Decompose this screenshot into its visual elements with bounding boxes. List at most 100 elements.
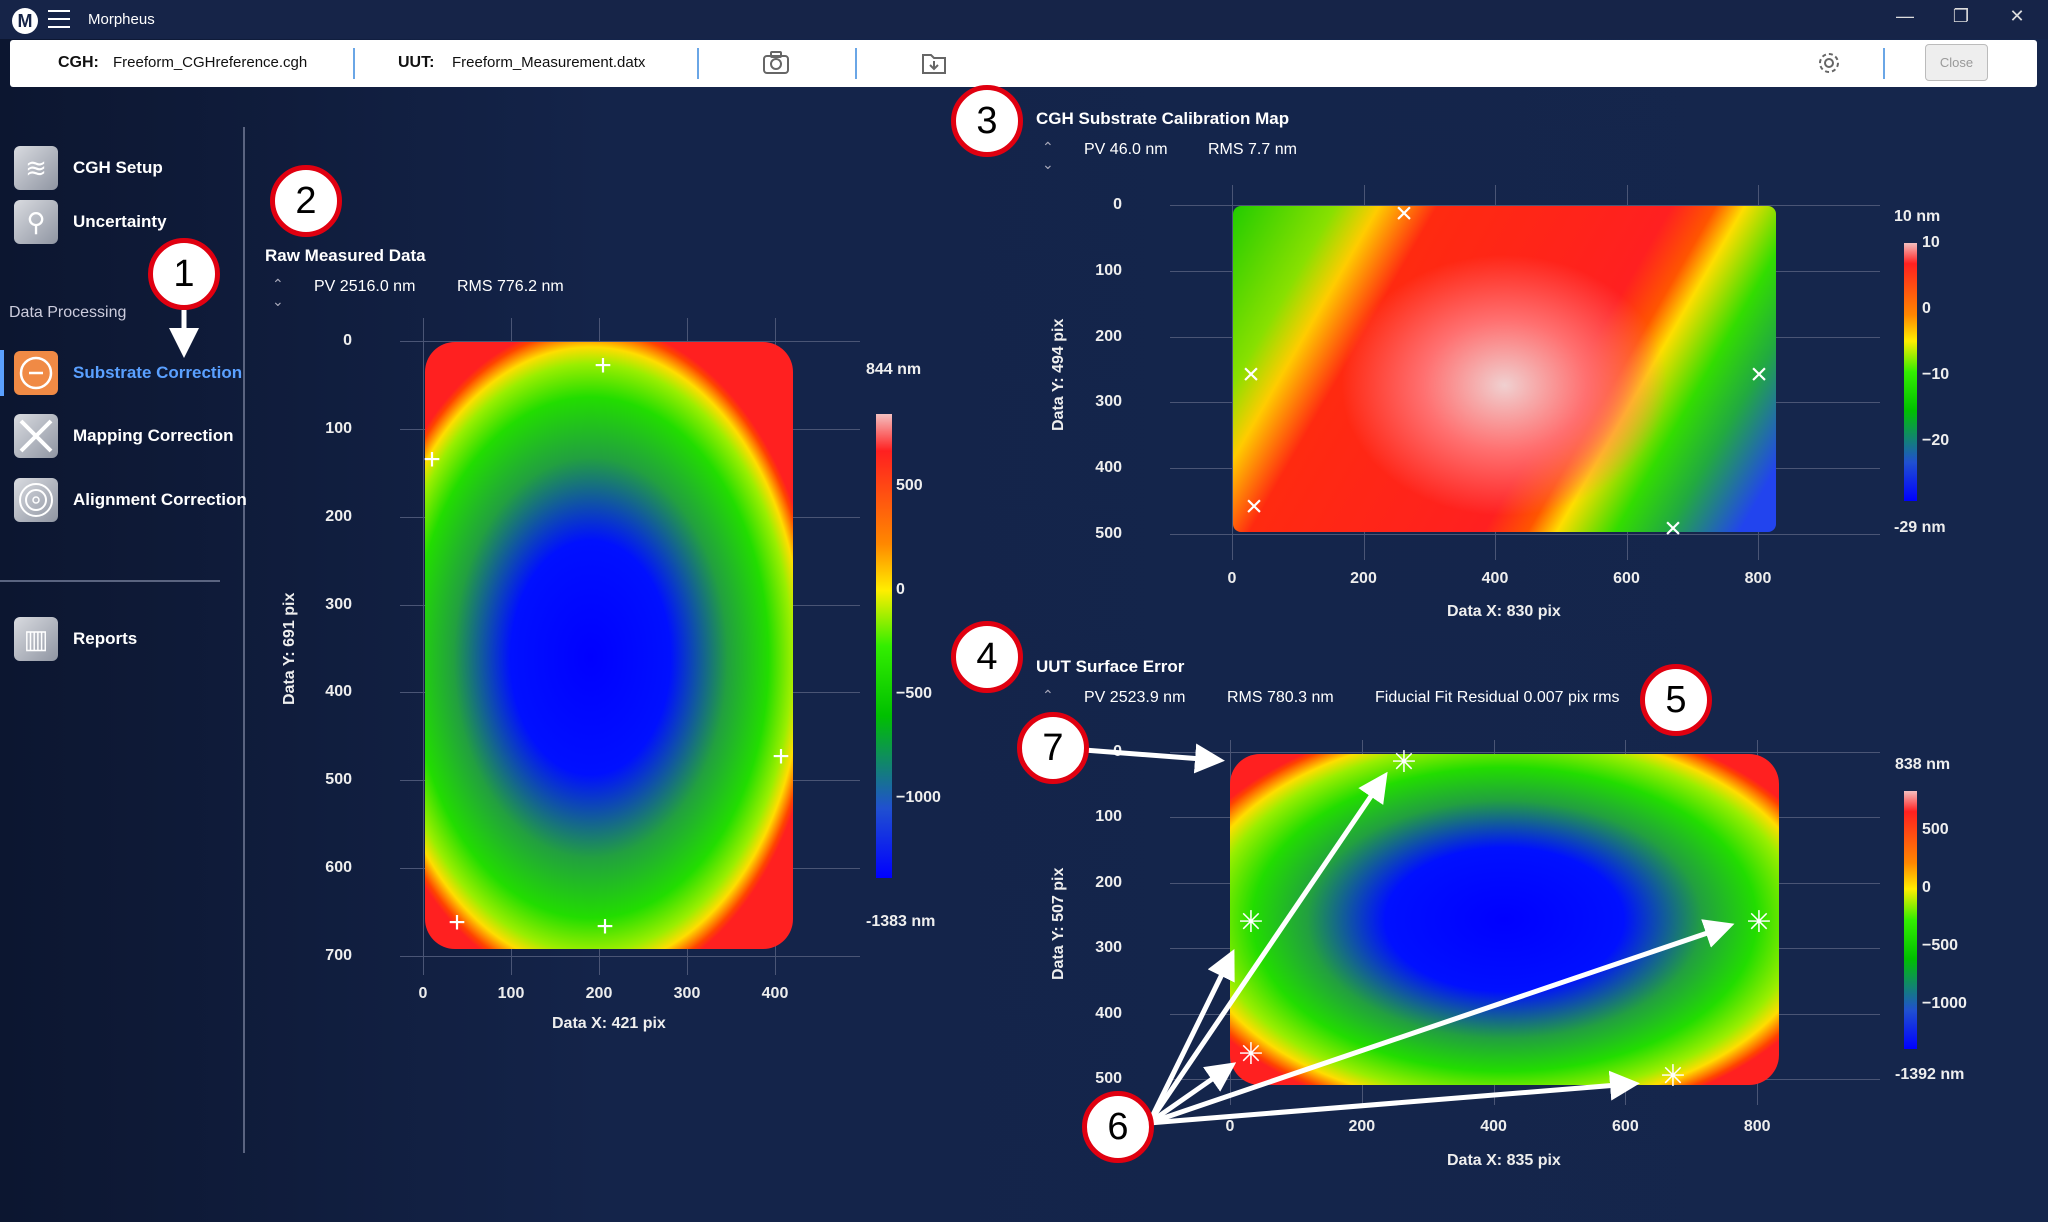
x-tick-label: 0 [1227,570,1237,587]
hamburger-menu-icon[interactable] [48,10,70,28]
fiducial-marker: ✳ [1660,1060,1686,1093]
y-tick-label: 200 [1095,327,1122,345]
colorbar-tick-label: −1000 [1922,994,1967,1012]
fiducial-marker: × [1750,358,1768,391]
uut-label: UUT: [398,54,435,71]
gear-icon[interactable] [1815,50,1843,76]
uut-colorbar-max: 838 nm [1895,756,1951,773]
x-tick-label: 200 [1348,1118,1376,1135]
uut-rms: RMS 780.3 nm [1227,689,1334,706]
x-tick-label: 600 [1612,1118,1639,1135]
close-button[interactable]: Close [1925,44,1988,81]
y-tick-label: 500 [325,771,352,789]
colorbar-tick-label: 500 [1922,821,1949,839]
cgh-colorbar-min: -29 nm [1894,519,1946,536]
sidebar-item-uncertainty[interactable]: ⚲ Uncertainty [14,199,167,245]
expand-collapse-icon[interactable]: ⌃⌄ [272,276,284,309]
cgh-label: CGH: [58,54,99,71]
raw-data-title: Raw Measured Data [265,246,426,265]
fiducial-marker: × [1395,197,1413,230]
restore-button[interactable]: ❐ [1952,6,1970,26]
cgh-pv: PV 46.0 nm [1084,141,1168,158]
y-tick-label: 100 [325,419,352,437]
fiducial-marker: + [772,740,790,773]
y-tick-label: 200 [1095,873,1122,891]
uut-error-title: UUT Surface Error [1036,657,1185,676]
annotation-5: 5 [1640,664,1712,736]
grid-line-h [400,956,860,958]
sidebar-item-mapping-correction[interactable]: Mapping Correction [14,413,234,459]
expand-collapse-icon[interactable]: ⌃⌄ [1042,139,1054,172]
sidebar-item-label: Alignment Correction [73,490,247,509]
x-tick-label: 200 [585,985,613,1002]
x-tick-label: 200 [1350,570,1377,587]
cgh-x-label: Data X: 830 pix [1447,603,1561,620]
uut-x-label: Data X: 835 pix [1447,1152,1561,1169]
y-tick-label: 400 [1095,459,1122,477]
camera-icon[interactable] [762,50,790,76]
uut-file[interactable]: Freeform_Measurement.datx [452,54,646,71]
sidebar-item-label: Reports [73,629,138,648]
cross-arrows-icon [14,414,58,458]
sidebar-separator [0,580,220,582]
grid-line-h [1170,205,1880,206]
app-logo: M [12,8,38,34]
y-tick-label: 400 [325,683,352,701]
fiducial-marker: + [594,349,612,382]
grid-line-h [1170,534,1880,535]
folder-download-icon[interactable] [920,50,948,76]
cgh-colorbar [1904,243,1917,501]
cgh-rms: RMS 7.7 nm [1208,141,1297,158]
y-tick-label: 600 [325,859,352,877]
raw-colorbar-max: 844 nm [866,361,922,378]
cgh-calibration-heatmap[interactable] [1233,206,1776,532]
raw-x-label: Data X: 421 pix [552,1015,666,1032]
arrow-6c [1147,1062,1237,1126]
fiducial-marker: + [423,443,441,476]
colorbar-tick-label: 0 [1922,300,1931,318]
annotation-3: 3 [951,85,1023,157]
fiducial-marker: × [1242,358,1260,391]
y-tick-label: 300 [1095,393,1122,411]
cgh-colorbar-max: 10 nm [1894,208,1941,225]
active-indicator [0,350,4,396]
annotation-2: 2 [270,165,342,237]
minimize-button[interactable]: — [1896,6,1914,26]
uut-surface-error-heatmap[interactable] [1230,754,1779,1085]
uut-colorbar [1904,791,1917,1049]
sidebar-item-alignment-correction[interactable]: Alignment Correction [14,477,247,523]
y-tick-label: 0 [343,332,352,349]
toolbar: CGH: Freeform_CGHreference.cgh UUT: Free… [10,40,2037,87]
sidebar-item-reports[interactable]: ▥ Reports [14,616,137,662]
colorbar-tick-label: 10 [1922,234,1940,251]
title-bar: M Morpheus — ❐ ✕ [0,0,2048,39]
sidebar-item-cgh-setup[interactable]: ≋ CGH Setup [14,145,163,191]
y-tick-label: 500 [1095,1070,1122,1087]
uut-pv: PV 2523.9 nm [1084,689,1186,706]
x-tick-label: 0 [418,985,428,1002]
annotation-7: 7 [1017,712,1089,784]
fiducial-marker: ✳ [1238,906,1264,939]
colorbar-tick-label: −10 [1922,366,1950,384]
grid-line-h [400,341,860,342]
sidebar-item-substrate-correction[interactable]: Substrate Correction [14,350,242,396]
annotation-4: 4 [951,621,1023,693]
window-close-button[interactable]: ✕ [2009,6,2025,26]
fiducial-marker: ✳ [1746,906,1772,939]
arrow-6b [1146,949,1235,1125]
grid-line-h [1170,752,1880,753]
colorbar-tick-label: 500 [896,476,923,494]
y-tick-label: 0 [1113,196,1122,213]
annotation-1: 1 [148,238,220,310]
divider [855,48,857,79]
colorbar-tick-label: 0 [896,580,905,598]
colorbar-tick-label: 0 [1922,878,1931,896]
raw-data-heatmap[interactable] [425,342,793,949]
sidebar-item-label: Uncertainty [73,212,167,231]
sidebar-item-label: Substrate Correction [73,363,243,382]
target-icon [14,478,58,522]
cgh-file[interactable]: Freeform_CGHreference.cgh [113,54,308,71]
uut-colorbar-min: -1392 nm [1895,1066,1965,1083]
y-tick-label: 400 [1095,1004,1122,1022]
grid-line-v [1232,185,1233,560]
